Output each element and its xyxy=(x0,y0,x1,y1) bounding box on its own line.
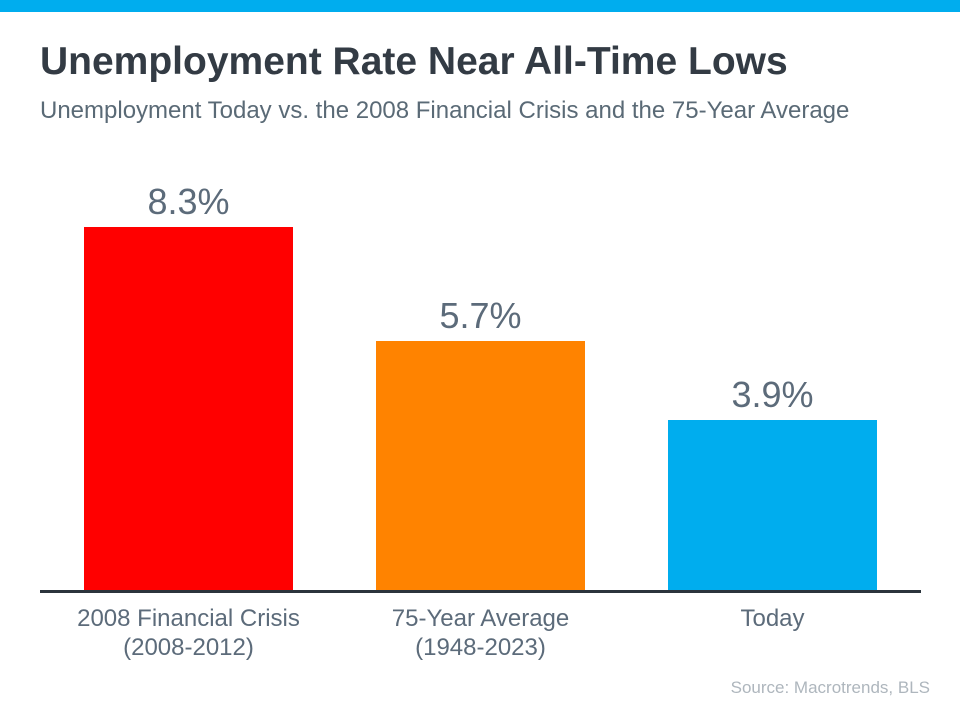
bar-value-label: 3.9% xyxy=(731,374,814,415)
bar-2 xyxy=(376,341,585,592)
bar-1 xyxy=(84,227,293,592)
bar-category-label: 75-Year Average (1948-2023) xyxy=(335,604,627,662)
source-note: Source: Macrotrends, BLS xyxy=(730,678,930,697)
chart-subtitle: Unemployment Today vs. the 2008 Financia… xyxy=(40,97,850,124)
category-label-line: (1948-2023) xyxy=(415,634,546,661)
bar-3 xyxy=(668,420,877,592)
category-label-line: (2008-2012) xyxy=(123,634,254,661)
chart-title: Unemployment Rate Near All-Time Lows xyxy=(40,40,788,83)
bar-value-label: 8.3% xyxy=(147,181,230,222)
bar-value-label: 5.7% xyxy=(439,295,522,336)
top-accent-bar xyxy=(0,0,960,12)
category-label-line: Today xyxy=(740,605,805,632)
bar-category-label: Today xyxy=(627,604,919,633)
category-label-line: 2008 Financial Crisis xyxy=(77,605,300,632)
bar-category-label: 2008 Financial Crisis (2008-2012) xyxy=(43,604,335,662)
category-label-line: 75-Year Average xyxy=(391,605,570,632)
x-axis-line xyxy=(40,590,921,593)
